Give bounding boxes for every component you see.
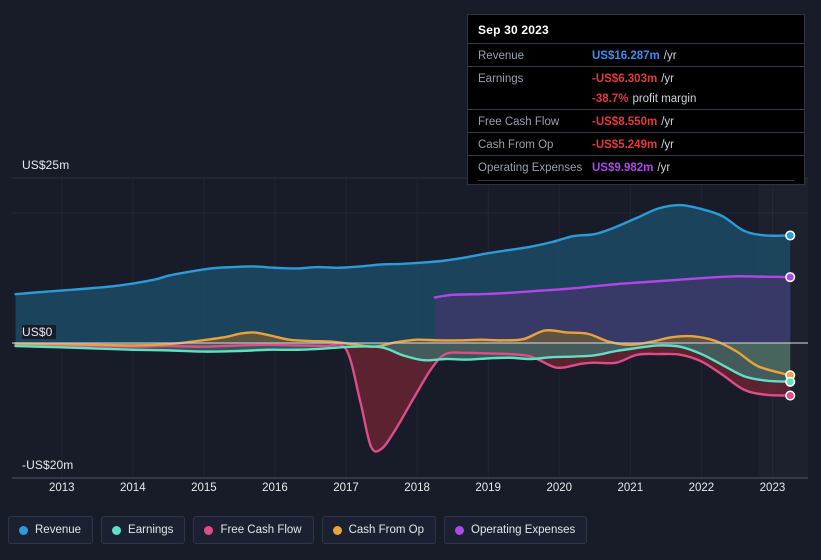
tooltip-row: Cash From Op -US$5.249m/yr (468, 132, 804, 155)
tooltip-row-value-group: -US$6.303m/yr (592, 69, 674, 87)
tooltip-bottom-divider (478, 180, 794, 181)
legend-item-free-cash-flow[interactable]: Free Cash Flow (193, 516, 314, 544)
tooltip-date: Sep 30 2023 (478, 23, 549, 37)
series-area (15, 343, 791, 382)
tooltip-row-unit: /yr (657, 162, 671, 174)
tooltip-row-value-group: US$16.287m/yr (592, 46, 677, 64)
x-axis-tick-label: 2017 (333, 482, 359, 494)
chart-legend[interactable]: Revenue Earnings Free Cash Flow Cash From O… (8, 516, 588, 544)
x-axis-labels: 2013 2014 2015 2016 2017 2018 2019 2020 2021 2022… (0, 482, 821, 502)
tooltip-row: Free Cash Flow -US$8.550m/yr (468, 109, 804, 132)
x-axis-tick-label: 2015 (191, 482, 217, 494)
series-line[interactable] (433, 275, 792, 299)
tooltip-row: Earnings -US$6.303m/yr (468, 66, 804, 89)
legend-dot-icon (455, 525, 465, 535)
x-axis-tick-label: 2018 (404, 482, 430, 494)
legend-dot-icon (19, 525, 28, 535)
tooltip-row-unit: /yr (661, 116, 674, 128)
series-line[interactable] (14, 329, 792, 377)
tooltip-row-unit: /yr (661, 73, 674, 85)
x-axis-tick-label: 2020 (546, 482, 573, 494)
tooltip-row: Revenue US$16.287m/yr (468, 43, 804, 66)
legend-item-earnings[interactable]: Earnings (101, 516, 186, 544)
y-axis-label-top: US$25m (22, 158, 74, 172)
tooltip-row-value: US$16.287m (592, 50, 660, 62)
series-endpoint-marker[interactable] (785, 272, 796, 283)
legend-item-revenue[interactable]: Revenue (8, 516, 94, 544)
y-axis-label-bottom: -US$20m (22, 458, 78, 472)
tooltip-row-value: -US$5.249m (592, 139, 658, 151)
x-axis-tick-label: 2022 (688, 482, 715, 494)
x-axis-tick-label: 2016 (262, 482, 288, 494)
tooltip-row-value-group: -38.7% profit margin (592, 89, 696, 107)
tooltip-row: Operating Expenses US$9.982m/yr (468, 155, 804, 178)
legend-item-label: Free Cash Flow (220, 524, 302, 536)
series-endpoint-marker[interactable] (785, 376, 796, 387)
series-area (15, 330, 791, 376)
series-line[interactable] (14, 203, 792, 296)
tooltip-row-label: Cash From Op (478, 139, 554, 151)
x-axis-tick-label: 2021 (617, 482, 644, 494)
legend-item-label: Earnings (128, 524, 174, 536)
x-axis-tick-label: 2023 (759, 482, 786, 494)
x-axis-tick-label: 2013 (48, 482, 75, 494)
legend-dot-icon (204, 525, 214, 535)
tooltip-rows: Revenue US$16.287m/yr Earnings -US$6.303m/y… (468, 43, 804, 178)
tooltip-row-label: Revenue (478, 50, 525, 62)
tooltip-row-label: Operating Expenses (478, 162, 583, 174)
tooltip-row-unit: /yr (663, 50, 677, 62)
legend-item-label: Operating Expenses (471, 524, 576, 536)
tooltip-row-unit: profit margin (632, 93, 697, 105)
tooltip-row-label: Earnings (478, 73, 524, 85)
series-area (15, 343, 791, 452)
tooltip-row-label: Free Cash Flow (478, 116, 560, 128)
series-line[interactable] (14, 343, 792, 453)
x-axis-tick-label: 2014 (120, 482, 146, 494)
tooltip-row-value-group: -US$8.550m/yr (592, 112, 674, 130)
y-axis-label-zero: US$0 (22, 325, 57, 339)
x-axis-tick-label: 2019 (475, 482, 501, 494)
series-endpoint-marker[interactable] (785, 230, 796, 241)
tooltip-row-value-group: -US$5.249m/yr (592, 135, 674, 153)
tooltip-row: -38.7% profit margin (468, 89, 804, 109)
legend-dot-icon (332, 525, 342, 535)
legend-item-label: Cash From Op (348, 524, 425, 536)
series-line[interactable] (14, 344, 792, 383)
legend-item-label: Revenue (35, 524, 82, 536)
data-point-tooltip: Sep 30 2023 Revenue US$16.287m/yr Earnings… (467, 14, 805, 185)
tooltip-row-value: US$9.982m (592, 162, 654, 174)
tooltip-row-unit: /yr (661, 139, 674, 151)
tooltip-row-value: -38.7% (592, 93, 629, 105)
legend-item-cash-from-op[interactable]: Cash From Op (321, 516, 437, 544)
series-endpoint-marker[interactable] (785, 390, 796, 401)
tooltip-row-value: -US$6.303m (592, 73, 658, 85)
legend-item-operating-expenses[interactable]: Operating Expenses (444, 516, 588, 544)
tooltip-row-value-group: US$9.982m/yr (592, 158, 670, 176)
legend-dot-icon (112, 525, 122, 535)
tooltip-row-value: -US$8.550m (592, 116, 658, 128)
